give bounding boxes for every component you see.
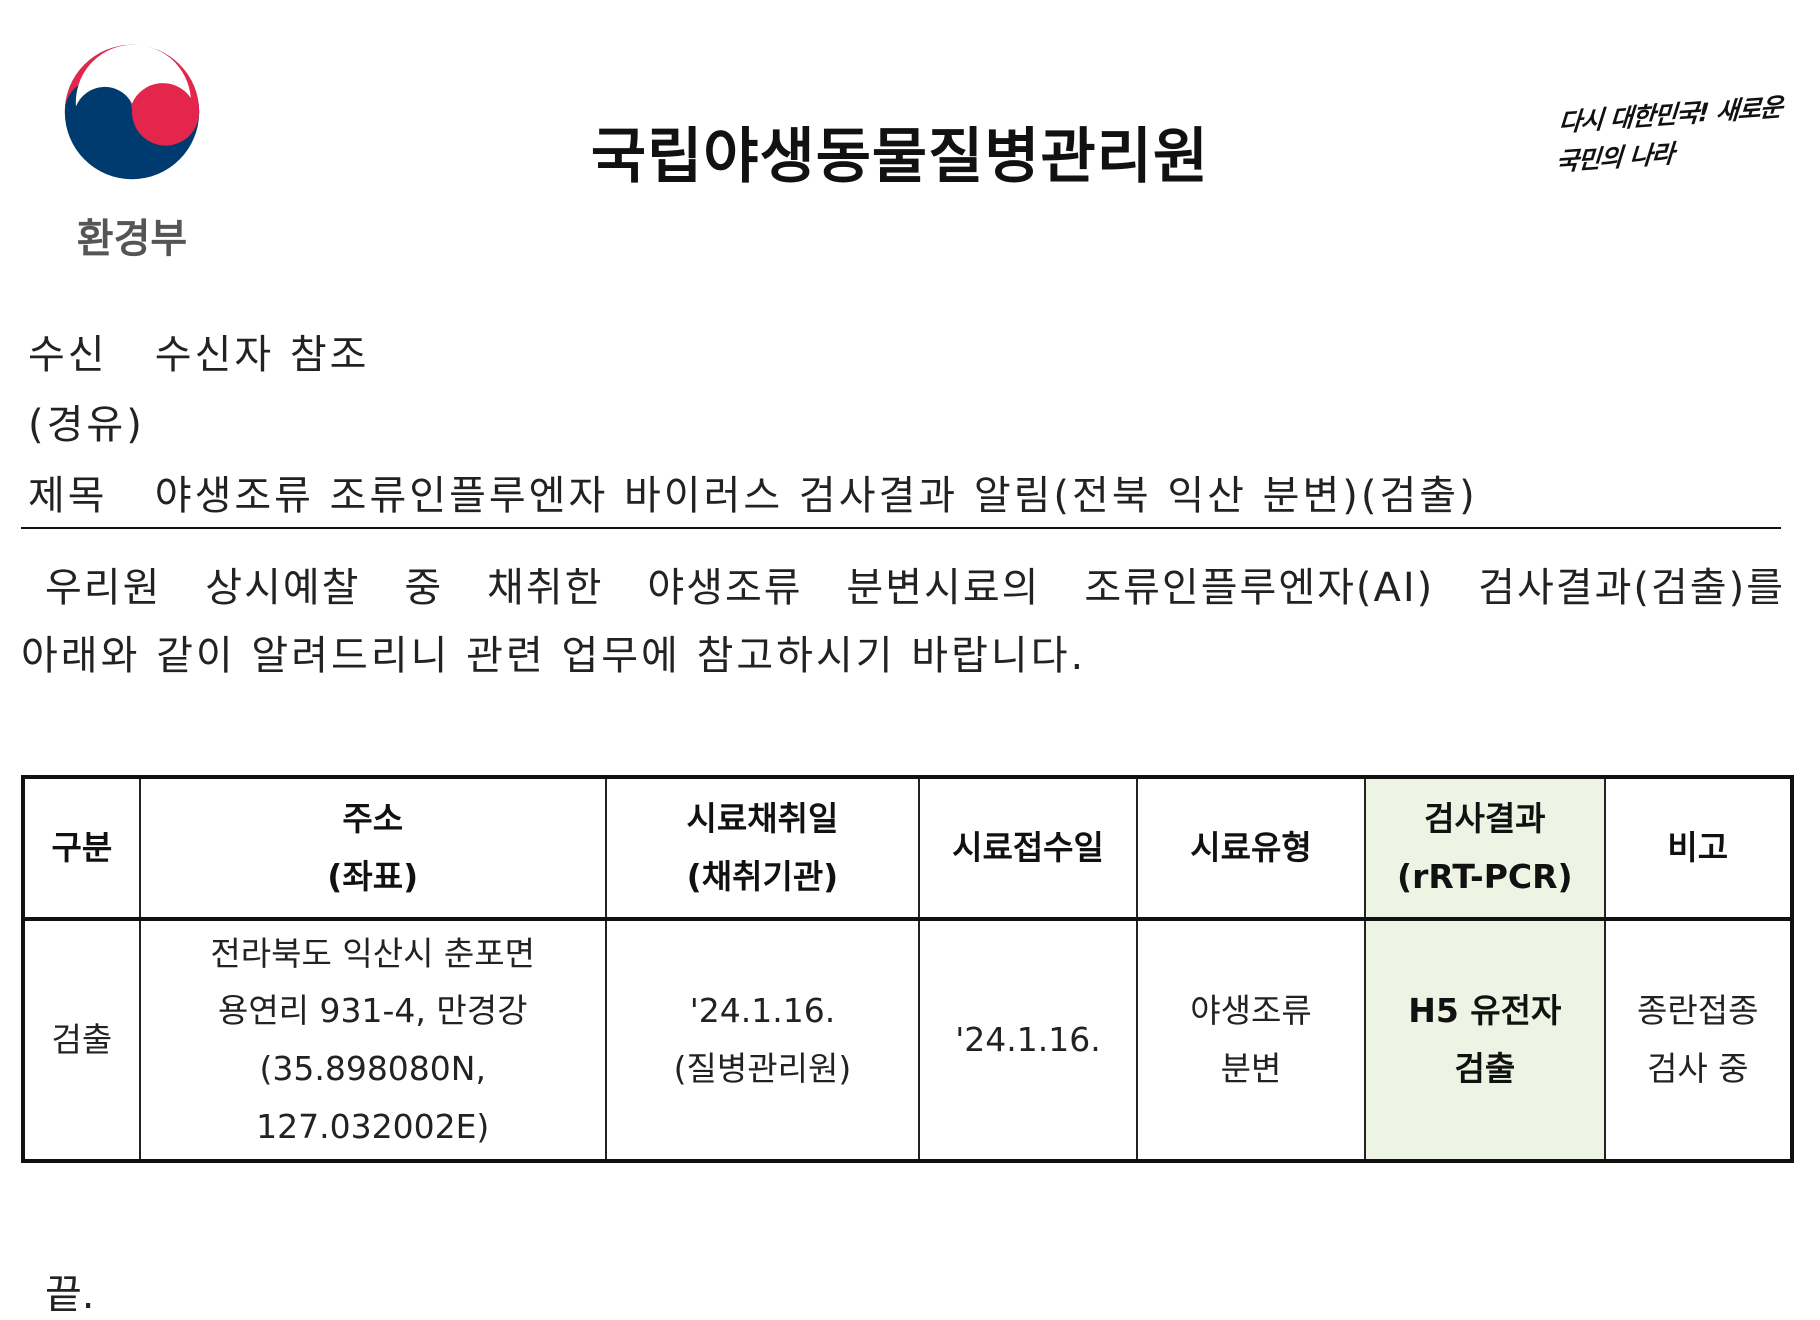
cell-text: (질병관리원): [673, 1049, 852, 1088]
via-label: (경유): [28, 402, 145, 448]
body-paragraph-line1: 우리원 상시예찰 중 채취한 야생조류 분변시료의 조류인플루엔자(AI) 검사…: [45, 565, 1785, 611]
header-text: 시료유형: [1190, 828, 1312, 868]
cell-text: 검출: [1454, 1049, 1516, 1088]
header-text: 주소: [342, 799, 404, 839]
cell-text: 야생조류: [1190, 991, 1312, 1031]
header-text: 시료접수일: [952, 828, 1104, 868]
column-header: 비고: [1603, 776, 1794, 920]
header-text: 시료채취일: [686, 799, 839, 839]
slogan-signature: 다시 대한민국! 새로운 국민의 나라: [1554, 92, 1783, 177]
cell-text: H5 유전자: [1408, 991, 1562, 1031]
column-header: 시료유형: [1135, 776, 1367, 920]
body-paragraph-line2: 아래와 같이 알려드리니 관련 업무에 참고하시기 바랍니다.: [21, 633, 1087, 679]
header-text: (rRT-PCR): [1397, 857, 1573, 896]
subject-line: 제목 야생조류 조류인플루엔자 바이러스 검사결과 알림(전북 익산 분변)(검…: [28, 463, 1478, 521]
table-cell: 검출: [22, 918, 141, 1162]
column-header: 주소 (좌표): [138, 776, 607, 920]
cell-text: (35.898080N, 127.032002E): [256, 1049, 490, 1146]
recipient-value: 수신자 참조: [154, 332, 370, 378]
header-text: 비고: [1667, 828, 1729, 868]
divider: [21, 527, 1781, 529]
column-header: 구분: [22, 776, 141, 920]
header-text: (좌표): [327, 857, 419, 896]
header-text: 검사결과: [1424, 799, 1546, 839]
cell-text: 검출: [51, 1020, 113, 1060]
cell-text: '24.1.16.: [955, 1020, 1101, 1060]
subject-value: 야생조류 조류인플루엔자 바이러스 검사결과 알림(전북 익산 분변)(검출): [154, 473, 1478, 519]
table-header-row: 구분 주소 (좌표) 시료채취일 (채취기관) 시료접수일 시료유형 검사결과 (rRT-PCR…: [22, 776, 1794, 920]
column-header: 검사결과 (rRT-PCR): [1364, 776, 1606, 920]
government-logo: [64, 44, 200, 180]
ministry-name: 환경부: [76, 216, 188, 262]
cell-text: 분변: [1220, 1049, 1282, 1088]
column-header: 시료접수일: [918, 776, 1138, 920]
cell-text: 검사 중: [1646, 1049, 1749, 1088]
document-title: 국립야생동물질병관리원: [590, 122, 1210, 192]
cell-text: 종란접종: [1637, 991, 1759, 1031]
table-cell: '24.1.16. (질병관리원): [604, 918, 921, 1162]
end-mark: 끝.: [45, 1272, 95, 1318]
recipient-line: 수신 수신자 참조: [28, 322, 369, 380]
column-header: 시료채취일 (채취기관): [604, 776, 921, 920]
header-text: 구분: [51, 828, 113, 868]
cell-text: 전라북도 익산시 춘포면: [210, 933, 536, 973]
recipient-label: 수신: [28, 332, 108, 378]
cell-text: 용연리 931-4, 만경강: [217, 991, 528, 1031]
result-table: 구분 주소 (좌표) 시료채취일 (채취기관) 시료접수일 시료유형 검사결과 (rRT-PCR…: [21, 775, 1794, 1163]
subject-label: 제목: [28, 473, 108, 519]
header-text: (채취기관): [686, 857, 839, 896]
table-cell: '24.1.16.: [918, 918, 1138, 1162]
cell-text: '24.1.16.: [689, 991, 836, 1031]
